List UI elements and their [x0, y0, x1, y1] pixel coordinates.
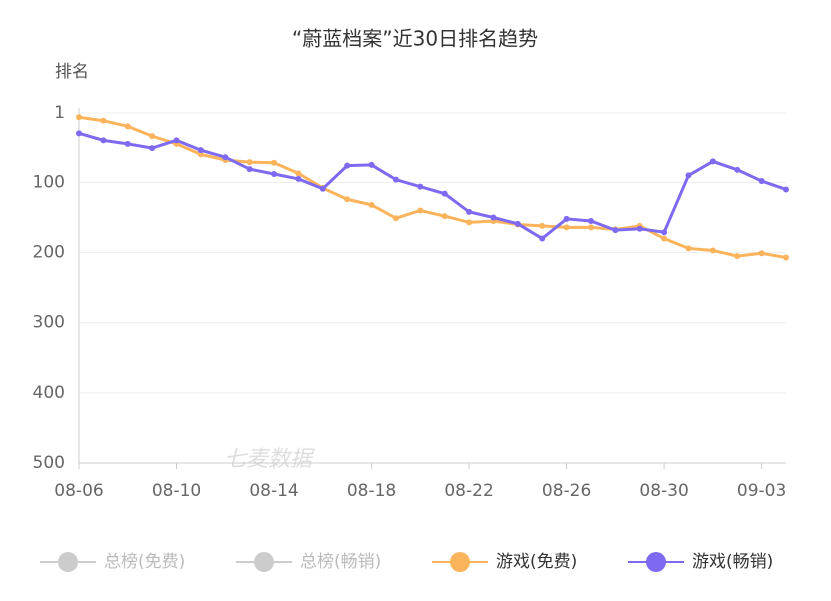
point: [734, 166, 741, 173]
point: [636, 225, 643, 232]
y-tick-label: 100: [33, 172, 65, 192]
line: [78, 131, 787, 241]
point: [441, 190, 448, 197]
legend-marker: [646, 552, 666, 572]
x-tick-label: 09-03: [737, 481, 786, 501]
point: [319, 185, 326, 192]
y-tick-label: 300: [33, 313, 65, 333]
legend-marker: [254, 552, 274, 572]
y-tick-label: 200: [33, 243, 65, 263]
y-axis-label: 排名: [55, 62, 89, 82]
point: [197, 147, 204, 154]
point: [222, 154, 229, 161]
point: [76, 130, 82, 137]
point: [295, 175, 302, 182]
legend-label: 游戏(畅销): [692, 552, 773, 572]
y-tick-label: 500: [33, 453, 65, 473]
point: [539, 235, 546, 242]
x-tick-label: 08-26: [542, 481, 591, 501]
point: [466, 208, 473, 215]
point: [514, 220, 521, 227]
point: [734, 253, 741, 260]
point: [685, 245, 692, 252]
point: [417, 183, 424, 190]
point: [392, 215, 399, 222]
y-tick-label: 1: [54, 103, 65, 123]
point: [76, 114, 82, 121]
point: [758, 250, 765, 257]
x-tick-label: 08-18: [347, 481, 396, 501]
legend-marker: [58, 552, 78, 572]
point: [758, 178, 765, 185]
point: [100, 137, 107, 144]
point: [271, 171, 278, 178]
point: [685, 172, 692, 179]
x-tick-label: 08-10: [152, 481, 201, 501]
chart-title: “蔚蓝档案”近30日排名趋势: [292, 27, 538, 51]
point: [246, 166, 253, 173]
x-tick-label: 08-14: [249, 481, 298, 501]
point: [563, 215, 570, 222]
point: [661, 229, 668, 236]
watermark: 七麦数据: [224, 447, 315, 472]
point: [344, 162, 351, 169]
point: [392, 176, 399, 183]
point: [466, 219, 473, 226]
point: [587, 224, 594, 231]
legend-marker: [450, 552, 470, 572]
point: [149, 145, 156, 152]
point: [587, 218, 594, 225]
legend-label: 总榜(畅销): [300, 552, 381, 572]
point: [661, 235, 668, 242]
y-tick-label: 400: [33, 383, 65, 403]
legend-label: 游戏(免费): [496, 552, 577, 572]
point: [344, 196, 351, 203]
point: [124, 140, 131, 147]
point: [173, 137, 180, 144]
point: [197, 151, 204, 158]
point: [149, 133, 156, 140]
point: [563, 224, 570, 231]
x-tick-label: 08-30: [639, 481, 688, 501]
point: [368, 201, 375, 208]
point: [441, 213, 448, 220]
point: [490, 214, 497, 221]
x-tick-label: 08-06: [54, 481, 103, 501]
x-tick-label: 08-22: [444, 481, 493, 501]
point: [271, 159, 278, 166]
point: [783, 186, 789, 193]
point: [709, 158, 716, 165]
point: [783, 254, 789, 261]
point: [246, 159, 253, 166]
point: [368, 161, 375, 168]
point: [709, 247, 716, 254]
point: [612, 227, 619, 234]
point: [295, 170, 302, 177]
point: [417, 207, 424, 214]
point: [100, 117, 107, 124]
point: [124, 123, 131, 130]
line: [78, 115, 787, 259]
point: [539, 222, 546, 229]
legend-label: 总榜(免费): [104, 552, 185, 572]
